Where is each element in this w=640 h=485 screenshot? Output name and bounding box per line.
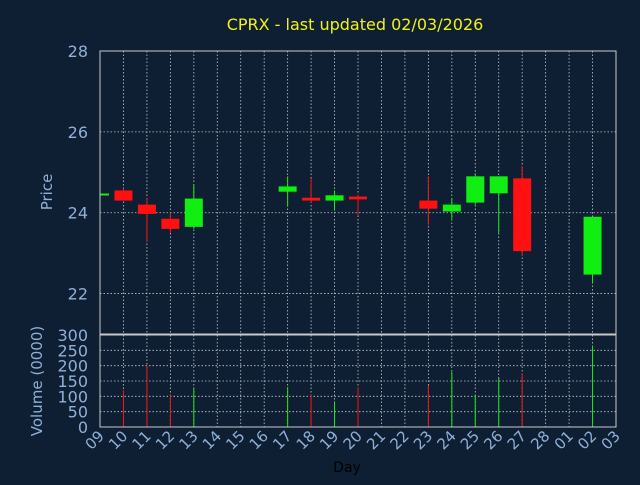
candle: [325, 190, 344, 211]
price-axis-label: Price: [38, 174, 56, 211]
volume-tick-label: 100: [57, 387, 88, 406]
day-tick-label: 12: [152, 427, 178, 453]
day-tick-label: 10: [105, 427, 131, 453]
candle: [419, 176, 438, 225]
candle: [114, 188, 133, 201]
day-tick-label: 26: [480, 427, 506, 453]
candle-body: [100, 193, 109, 196]
volume-tick-label: 200: [57, 357, 88, 376]
day-tick-label: 13: [175, 427, 201, 453]
day-tick-label: 21: [363, 427, 389, 453]
day-axis-label: Day: [333, 460, 361, 476]
candle-body: [466, 176, 485, 203]
volume-tick-label: 150: [57, 372, 88, 391]
volume-tick-label: 50: [68, 403, 88, 422]
day-tick-label: 28: [527, 427, 553, 453]
price-frame: [99, 50, 617, 335]
day-tick-label: 24: [433, 427, 459, 453]
candle: [466, 174, 485, 205]
candle-body: [349, 196, 367, 200]
candle: [489, 176, 508, 233]
chart-title: CPRX - last updated 02/03/2026: [227, 15, 484, 34]
day-tick-label: 22: [387, 427, 413, 453]
day-tick-label: 19: [316, 427, 342, 453]
day-tick-label: 20: [340, 427, 366, 453]
day-tick-label: 16: [246, 427, 272, 453]
candle: [302, 178, 321, 203]
day-tick-label: 27: [504, 427, 530, 453]
candle-body: [137, 204, 156, 214]
volume-tick-label: 0: [78, 418, 88, 437]
candle: [161, 212, 180, 233]
day-tick-label: 03: [598, 427, 624, 453]
candle-body: [513, 178, 532, 252]
price-tick-label: 22: [68, 285, 88, 304]
candle: [583, 216, 602, 284]
candle-body: [442, 204, 461, 212]
candle-body: [161, 218, 180, 229]
candle-body: [325, 195, 344, 201]
candle-body: [184, 198, 203, 227]
day-tick-label: 15: [222, 427, 248, 453]
price-tick-label: 28: [68, 42, 88, 61]
volume-axis-label: Volume (0000): [28, 326, 46, 436]
price-tick-label: 26: [68, 123, 88, 142]
day-tick-label: 11: [129, 427, 155, 453]
candle: [184, 184, 203, 229]
candle: [278, 176, 297, 207]
day-tick-label: 23: [410, 427, 436, 453]
candle: [137, 198, 156, 242]
day-tick-label: 18: [293, 427, 319, 453]
candle-body: [278, 186, 297, 192]
day-tick-label: 25: [457, 427, 483, 453]
candle: [513, 166, 532, 256]
candle-body: [583, 216, 602, 275]
candle-body: [302, 197, 321, 201]
volume-frame: [99, 334, 617, 428]
candle: [100, 193, 109, 196]
volume-tick-label: 300: [57, 326, 88, 345]
price-panel: 22 24 26 28: [68, 42, 617, 335]
price-tick-label: 24: [68, 204, 88, 223]
candle-body: [419, 200, 438, 209]
candle-body: [114, 190, 133, 201]
day-tick-label: 02: [574, 427, 600, 453]
day-tick-label: 01: [551, 427, 577, 453]
candle-body: [489, 176, 508, 194]
volume-tick-label: 250: [57, 341, 88, 360]
day-tick-label: 17: [269, 427, 295, 453]
volume-panel: 0501001502002503000910111213141516171819…: [57, 326, 623, 453]
candle: [349, 194, 367, 215]
candle: [442, 198, 461, 219]
day-tick-label: 14: [199, 427, 225, 453]
